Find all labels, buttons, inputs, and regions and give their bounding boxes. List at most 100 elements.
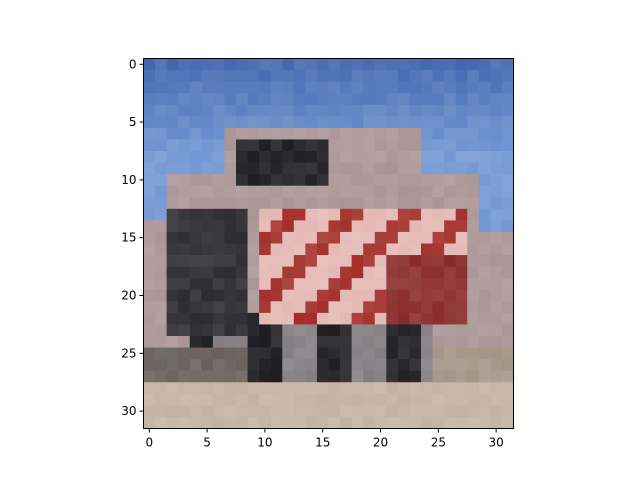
pixel (143, 162, 156, 175)
pixel (444, 58, 457, 71)
pixel (455, 208, 468, 221)
pixel (467, 231, 480, 244)
pixel (166, 197, 179, 210)
pixel (351, 347, 364, 360)
pixel (501, 220, 514, 233)
pixel (432, 405, 445, 418)
pixel (421, 278, 433, 291)
pixel (340, 405, 353, 418)
pixel (166, 405, 179, 418)
pixel (270, 220, 283, 233)
pixel (444, 81, 457, 94)
pixel (386, 312, 399, 325)
pixel (386, 266, 399, 279)
pixel (178, 104, 191, 117)
pixel (247, 359, 260, 372)
pixel (397, 162, 410, 175)
pixel (143, 139, 156, 152)
pixel (467, 220, 480, 233)
pixel (444, 278, 457, 291)
pixel (293, 174, 306, 187)
pixel (328, 151, 341, 163)
pixel (270, 116, 283, 129)
pixel (432, 336, 445, 348)
pixel (143, 208, 156, 221)
pixel (490, 405, 503, 418)
pixel (143, 197, 156, 210)
pixel (397, 393, 410, 406)
pixel (201, 127, 214, 140)
pixel (143, 359, 156, 372)
pixel (236, 174, 248, 187)
pixel (305, 231, 318, 244)
pixel (444, 347, 457, 360)
pixel (282, 220, 295, 233)
pixel (224, 185, 237, 198)
pixel (374, 324, 387, 337)
pixel (224, 278, 237, 291)
pixel (316, 151, 329, 163)
pixel (270, 312, 283, 325)
pixel (178, 324, 191, 337)
pixel (236, 197, 248, 210)
pixel (282, 359, 295, 372)
pixel (351, 301, 364, 314)
pixel (351, 405, 364, 418)
pixel (270, 278, 283, 291)
y-tick-label: 0 (129, 57, 137, 71)
pixel (467, 70, 480, 83)
pixel (501, 104, 514, 117)
pixel (143, 231, 156, 244)
pixel (432, 382, 445, 395)
pixel (397, 382, 410, 395)
pixel (351, 116, 364, 129)
pixel (178, 336, 191, 348)
pixel-image (143, 58, 514, 429)
pixel (432, 139, 445, 152)
pixel (328, 312, 341, 325)
pixel (259, 255, 272, 268)
pixel (201, 243, 214, 256)
pixel (490, 289, 503, 302)
pixel (501, 336, 514, 348)
pixel (270, 255, 283, 268)
pixel (316, 405, 329, 418)
pixel (467, 139, 480, 152)
pixel (478, 70, 491, 83)
pixel (236, 336, 248, 348)
pixel (409, 58, 422, 71)
pixel (178, 278, 191, 291)
pixel (432, 81, 445, 94)
pixel (432, 58, 445, 71)
pixel (189, 266, 202, 279)
pixel (478, 312, 491, 325)
pixel (374, 416, 387, 429)
pixel (155, 266, 168, 279)
pixel (224, 255, 237, 268)
pixel (455, 220, 468, 233)
pixel (305, 243, 318, 256)
pixel (282, 208, 295, 221)
pixel (247, 151, 260, 163)
pixel (397, 127, 410, 140)
pixel (340, 127, 353, 140)
pixel (455, 58, 468, 71)
pixel (224, 393, 237, 406)
pixel (201, 278, 214, 291)
pixel (432, 70, 445, 83)
pixel (363, 405, 376, 418)
pixel (282, 347, 295, 360)
pixel (316, 58, 329, 71)
pixel (247, 416, 260, 429)
pixel (409, 336, 422, 348)
pixel (316, 370, 329, 383)
pixel (478, 58, 491, 71)
pixel (501, 185, 514, 198)
pixel (501, 382, 514, 395)
pixel (155, 416, 168, 429)
pixel (178, 289, 191, 302)
pixel (259, 336, 272, 348)
pixel (409, 185, 422, 198)
pixel (259, 116, 272, 129)
pixel (316, 162, 329, 175)
